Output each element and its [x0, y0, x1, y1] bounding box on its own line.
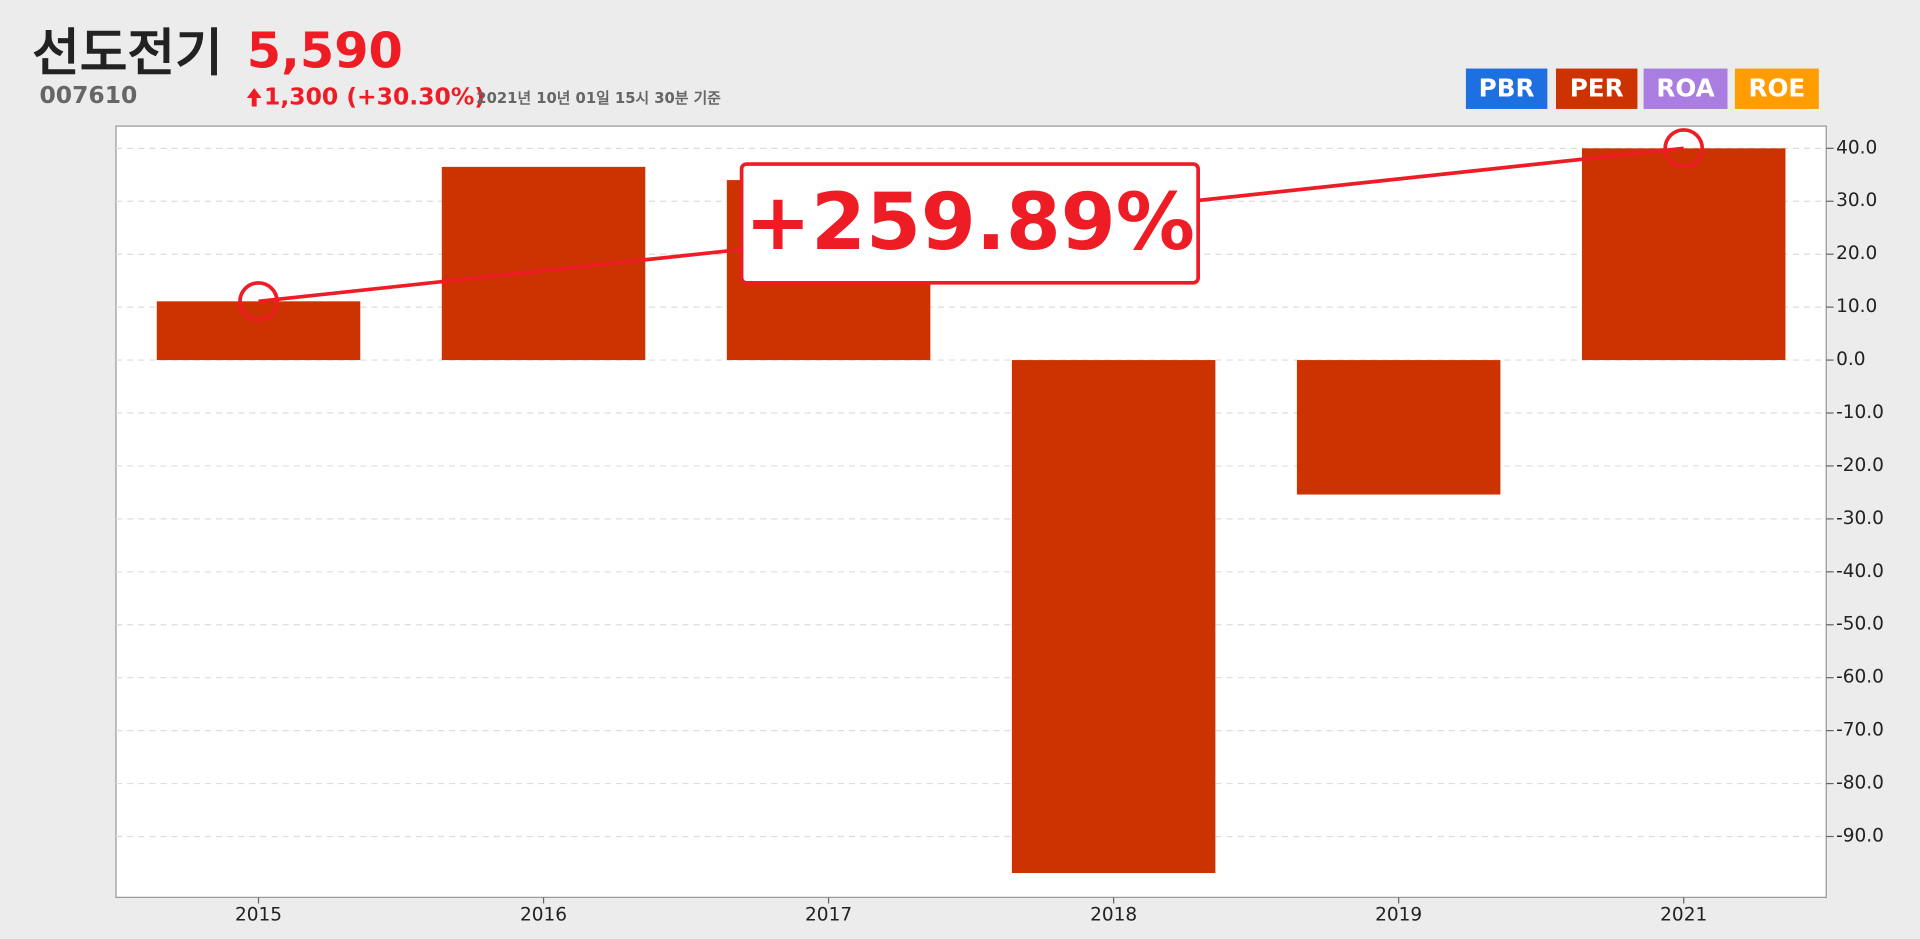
up-arrow [246, 88, 262, 107]
bar [1581, 148, 1786, 361]
tab-button[interactable] [1734, 68, 1819, 109]
y-tick-label: -20.0 [1836, 455, 1884, 476]
y-tick-label: -90.0 [1836, 826, 1884, 847]
change-marker [238, 281, 279, 322]
x-tick-label: 2021 [1660, 905, 1707, 926]
x-tick-label: 2018 [1090, 905, 1137, 926]
bar [1296, 360, 1501, 495]
tab-button[interactable] [1465, 68, 1548, 109]
y-tick-label: 40.0 [1836, 137, 1877, 158]
x-tick-label: 2019 [1375, 905, 1422, 926]
annotation: +259.89% [745, 176, 1195, 268]
y-tick-label: -50.0 [1836, 614, 1884, 635]
y-tick-label: -70.0 [1836, 720, 1884, 741]
x-tick-label: 2017 [805, 905, 852, 926]
stock-price: 5,590 [247, 21, 403, 79]
y-tick-label: -10.0 [1836, 402, 1884, 423]
stock-name: 선도전기 [32, 23, 223, 83]
y-tick-label: -40.0 [1836, 561, 1884, 582]
tab-button[interactable] [1643, 68, 1728, 109]
tab-button-label[interactable]: ROA [1656, 73, 1714, 102]
timestamp: 2021년 10년 01일 15시 30분 기준 [476, 90, 721, 107]
bar [1011, 360, 1216, 874]
tab-button[interactable] [1555, 68, 1638, 109]
y-tick-label: 20.0 [1836, 243, 1877, 264]
x-tick-label: 2016 [520, 905, 567, 926]
y-tick-label: -30.0 [1836, 508, 1884, 529]
bar [156, 301, 361, 361]
stock-code: 007610 [39, 81, 137, 109]
change-marker [1663, 128, 1705, 169]
y-tick-label: 10.0 [1836, 296, 1877, 317]
annotation-box [739, 162, 1200, 285]
y-tick-label: -60.0 [1836, 667, 1884, 688]
tab-button-label[interactable]: PBR [1479, 73, 1535, 102]
y-tick-label: 30.0 [1836, 190, 1877, 211]
tab-button-label[interactable]: PER [1570, 73, 1624, 102]
x-tick-label: 2015 [235, 905, 282, 926]
y-tick-label: 0.0 [1836, 349, 1865, 370]
tab-button-label[interactable]: ROE [1748, 73, 1805, 102]
price-change: 1,300 (+30.30%) [264, 83, 485, 111]
y-tick-label: -80.0 [1836, 773, 1884, 794]
